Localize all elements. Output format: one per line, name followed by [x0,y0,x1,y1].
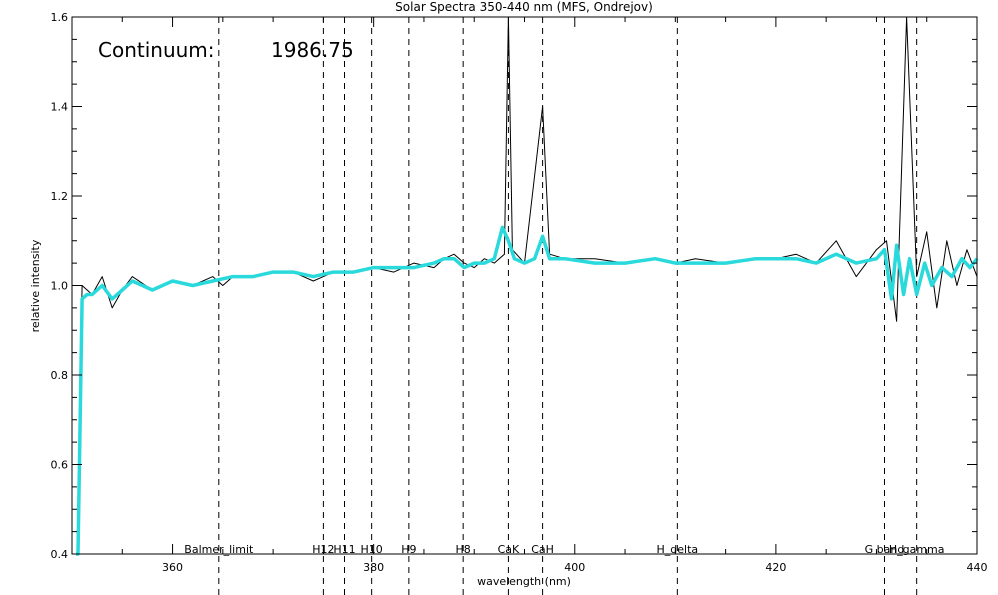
x-tick-label: 360 [162,561,183,574]
spectral-line-label: CaH [531,543,554,556]
x-tick-label: 440 [967,561,988,574]
continuum-label: Continuum: [98,38,215,62]
spectral-line-label: H10 [361,543,383,556]
chart-title: Solar Spectra 350-440 nm (MFS, Ondrejov) [395,0,653,14]
y-axis-title: relative intensity [29,239,42,332]
y-tick-label: 0.4 [51,548,69,561]
data-series [76,16,979,556]
spectral-line-label: Balmer_limit [184,543,254,556]
y-tick-label: 0.6 [51,459,69,472]
spectral-line-label: CaK [498,543,520,556]
spectral-line-label: H12 [312,543,334,556]
smoothed-spectrum-line [76,225,979,556]
y-tick-label: 1.4 [51,101,69,114]
spectral-line-markers [218,17,918,595]
spectral-line-label: G band [865,543,905,556]
x-tick-label: 420 [765,561,786,574]
y-tick-label: 1.0 [51,280,69,293]
y-tick-label: 1.2 [51,190,69,203]
x-tick-label: 400 [564,561,585,574]
spectral-line-label: H11 [333,543,355,556]
observed-spectrum-line [76,16,978,555]
x-axis-title: wavelength (nm) [477,575,571,588]
axis-ticks: 360 380 400 420 440 0.4 0.6 0.8 1.0 1.2 1.4 1.6 [51,11,988,574]
y-tick-label: 1.6 [51,11,69,24]
y-tick-label: 0.8 [51,369,69,382]
spectral-line-label: H_gamma [889,543,945,556]
spectral-line-label: H8 [456,543,471,556]
spectral-line-label: H9 [401,543,416,556]
spectral-line-label: H_delta [657,543,699,556]
continuum-value: 1986.75 [271,38,354,62]
x-tick-label: 380 [363,561,384,574]
